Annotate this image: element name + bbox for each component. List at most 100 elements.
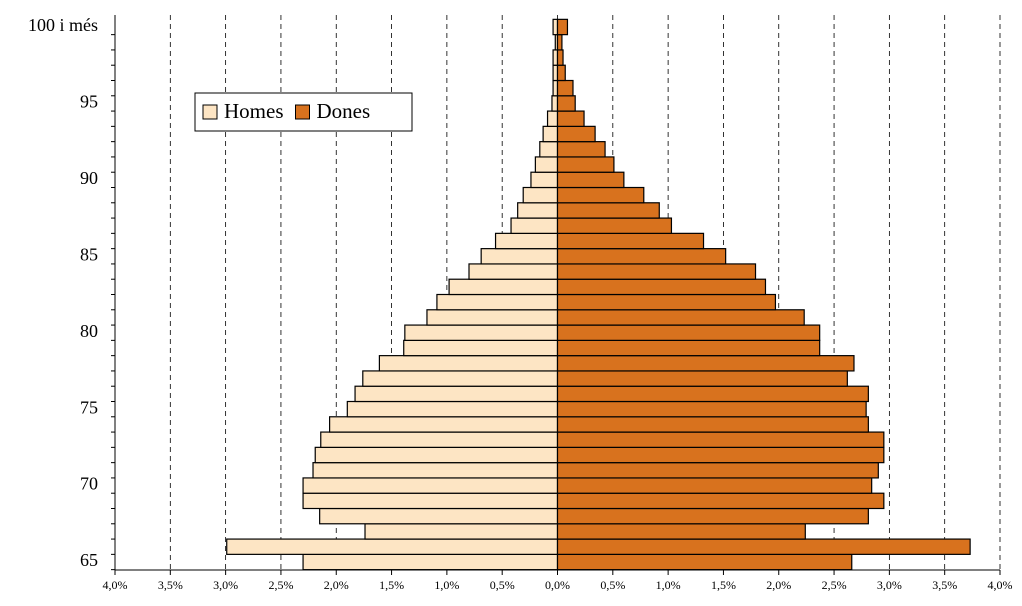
bar bbox=[556, 232, 705, 250]
bar bbox=[556, 523, 806, 540]
bar bbox=[552, 18, 559, 36]
x-tick-label: 0,0% bbox=[545, 578, 570, 592]
bar bbox=[556, 293, 777, 311]
bar bbox=[556, 492, 885, 510]
bar bbox=[556, 553, 853, 571]
bar bbox=[552, 64, 559, 82]
x-tick-label: 0,5% bbox=[490, 578, 515, 592]
bar bbox=[556, 125, 596, 143]
bar bbox=[522, 186, 559, 204]
bar bbox=[302, 477, 559, 494]
bar bbox=[312, 462, 559, 479]
bar bbox=[329, 416, 559, 433]
bar bbox=[556, 202, 660, 219]
bar bbox=[517, 202, 559, 219]
bar bbox=[448, 278, 559, 296]
x-tick-label: 2,0% bbox=[766, 578, 791, 592]
bar bbox=[556, 34, 563, 51]
bar bbox=[539, 141, 559, 158]
bar bbox=[552, 49, 559, 66]
bar bbox=[546, 110, 559, 127]
bar bbox=[556, 171, 625, 189]
bar bbox=[556, 18, 569, 36]
bar bbox=[556, 156, 615, 173]
x-tick-label: 1,0% bbox=[434, 578, 459, 592]
bar bbox=[556, 355, 855, 372]
y-tick-label: 100 i més bbox=[28, 15, 98, 35]
bar bbox=[404, 324, 559, 341]
bar bbox=[530, 171, 559, 189]
bar bbox=[314, 446, 559, 464]
legend-label: Dones bbox=[317, 99, 371, 123]
y-tick-label: 65 bbox=[80, 550, 98, 570]
bar bbox=[302, 553, 559, 571]
bar bbox=[551, 95, 559, 112]
bar bbox=[556, 217, 673, 234]
bar bbox=[468, 263, 559, 280]
x-tick-label: 2,5% bbox=[822, 578, 847, 592]
y-tick-label: 75 bbox=[80, 397, 98, 417]
bar bbox=[556, 507, 869, 525]
x-tick-label: 2,5% bbox=[268, 578, 293, 592]
bar bbox=[354, 385, 559, 403]
bar bbox=[556, 477, 873, 494]
y-tick-label: 70 bbox=[80, 474, 98, 494]
bar bbox=[302, 492, 559, 510]
bar bbox=[556, 309, 805, 326]
bar bbox=[556, 49, 564, 66]
bar bbox=[346, 400, 559, 418]
x-tick-label: 1,5% bbox=[379, 578, 404, 592]
bar bbox=[556, 324, 821, 341]
bar bbox=[378, 355, 559, 372]
bar bbox=[556, 431, 885, 448]
bar bbox=[403, 339, 559, 357]
bar bbox=[556, 339, 821, 357]
bar bbox=[556, 538, 971, 555]
legend-swatch bbox=[295, 104, 310, 120]
y-tick-label: 85 bbox=[80, 244, 98, 264]
x-tick-label: 0,5% bbox=[600, 578, 625, 592]
bar bbox=[480, 248, 559, 265]
bar bbox=[436, 293, 559, 311]
bar bbox=[426, 309, 559, 326]
bar bbox=[556, 278, 767, 296]
bar bbox=[320, 431, 559, 448]
x-tick-label: 2,0% bbox=[324, 578, 349, 592]
y-tick-label: 80 bbox=[80, 321, 98, 341]
x-tick-label: 4,0% bbox=[988, 578, 1013, 592]
x-tick-label: 3,0% bbox=[213, 578, 238, 592]
bar bbox=[556, 186, 645, 204]
x-tick-label: 4,0% bbox=[103, 578, 128, 592]
y-tick-label: 90 bbox=[80, 168, 98, 188]
bar bbox=[534, 156, 559, 173]
x-tick-label: 3,5% bbox=[932, 578, 957, 592]
bar bbox=[319, 507, 559, 525]
legend-label: Homes bbox=[224, 99, 284, 123]
y-tick-label: 95 bbox=[80, 92, 98, 112]
bar bbox=[556, 263, 757, 280]
bar bbox=[556, 79, 574, 97]
bar bbox=[556, 141, 606, 158]
x-tick-label: 1,5% bbox=[711, 578, 736, 592]
bar bbox=[494, 232, 559, 250]
bar bbox=[556, 416, 869, 433]
bar bbox=[556, 385, 869, 403]
bar bbox=[510, 217, 559, 234]
bar bbox=[556, 248, 727, 265]
bar bbox=[556, 462, 879, 479]
legend-swatch bbox=[202, 104, 218, 120]
bar bbox=[556, 370, 848, 387]
bar bbox=[364, 523, 559, 540]
bar bbox=[542, 125, 559, 143]
bar bbox=[552, 79, 559, 97]
bar bbox=[556, 64, 566, 82]
bar bbox=[556, 95, 576, 112]
x-tick-label: 3,0% bbox=[877, 578, 902, 592]
bar bbox=[556, 446, 885, 464]
legend: Homes Dones bbox=[194, 92, 413, 132]
x-tick-label: 3,5% bbox=[158, 578, 183, 592]
bar bbox=[362, 370, 559, 387]
bar bbox=[556, 400, 867, 418]
bar bbox=[226, 538, 559, 555]
